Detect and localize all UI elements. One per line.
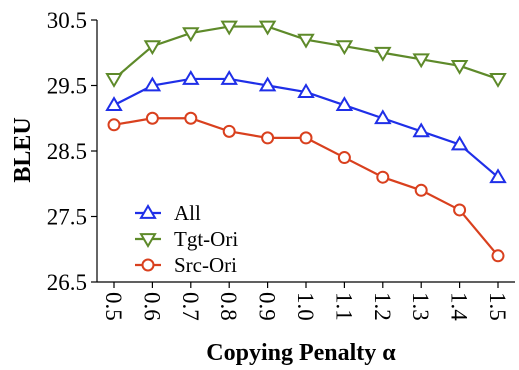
legend-item: Src-Ori: [135, 253, 237, 277]
data-point: [105, 73, 123, 88]
y-tick-label: 26.5: [47, 270, 87, 295]
x-tick-label: 1.5: [485, 292, 510, 321]
series-src-ori: [107, 111, 505, 263]
x-tick-label: 1.0: [293, 292, 318, 321]
y-tick-label: 27.5: [47, 205, 87, 230]
data-point: [258, 20, 277, 36]
data-point: [335, 40, 354, 56]
data-point: [374, 46, 392, 62]
legend-marker: [139, 233, 157, 248]
legend-item: Tgt-Ori: [135, 227, 238, 251]
x-tick-label: 0.5: [101, 292, 126, 321]
data-point: [453, 203, 467, 217]
data-point: [374, 109, 392, 125]
x-axis-title: Copying Penalty α: [206, 340, 396, 366]
data-point: [450, 135, 469, 151]
legend-marker: [139, 204, 157, 219]
y-tick-label: 28.5: [47, 139, 87, 164]
data-point: [491, 249, 505, 263]
data-point: [143, 40, 162, 56]
series-layer: [105, 20, 507, 263]
legend-marker: [141, 258, 155, 272]
data-point: [297, 83, 315, 98]
data-point: [414, 183, 428, 197]
data-point: [376, 170, 390, 184]
x-tick-label: 0.7: [178, 292, 203, 321]
legend-label: Src-Ori: [174, 253, 237, 277]
y-axis-title: BLEU: [10, 117, 36, 182]
legend-label: Tgt-Ori: [174, 227, 238, 251]
series-tgt-ori: [105, 20, 507, 88]
data-point: [261, 131, 275, 145]
data-point: [297, 33, 315, 49]
data-point: [489, 73, 507, 88]
x-tick-label: 0.8: [216, 292, 241, 321]
data-point: [335, 96, 354, 112]
x-tick-label: 0.9: [255, 292, 280, 321]
y-tick-label: 30.5: [47, 8, 87, 33]
data-point: [489, 168, 507, 184]
data-point: [143, 76, 162, 92]
legend-item: All: [135, 201, 201, 225]
data-point: [220, 20, 238, 36]
data-point: [220, 69, 238, 85]
data-point: [182, 69, 200, 85]
x-tick-label: 0.6: [139, 292, 164, 321]
data-point: [105, 96, 123, 112]
x-tick-label: 1.3: [408, 292, 433, 321]
x-tick-label: 1.4: [447, 292, 472, 321]
data-point: [337, 151, 351, 165]
data-point: [145, 111, 159, 125]
data-point: [107, 118, 121, 132]
data-point: [222, 124, 236, 138]
axes: [96, 20, 515, 283]
x-axis-ticks: 0.5 0.6 0.7 0.8 0.9 1.0 1.1 1.2 1.3 1.4 1.5: [101, 282, 510, 321]
x-tick-label: 1.2: [370, 292, 395, 321]
x-tick-label: 1.1: [331, 292, 356, 321]
data-point: [184, 111, 198, 125]
data-point: [412, 53, 430, 69]
data-point: [258, 76, 277, 92]
y-tick-label: 29.5: [47, 74, 87, 99]
data-point: [182, 27, 200, 43]
data-point: [450, 59, 469, 75]
legend-label: All: [174, 201, 201, 225]
data-point: [299, 131, 313, 145]
y-axis-ticks: 26.5 27.5 28.5 29.5 30.5: [47, 8, 97, 295]
data-point: [412, 122, 430, 138]
series-all: [105, 69, 507, 184]
